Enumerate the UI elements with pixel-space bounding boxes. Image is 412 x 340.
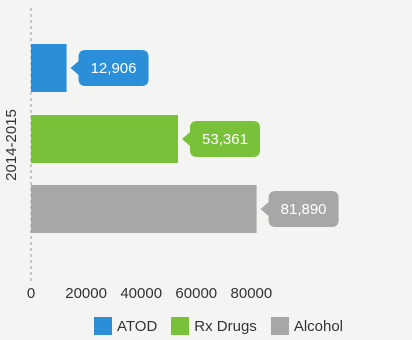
legend-item-alcohol[interactable]: Alcohol [270,317,344,335]
legend-item-rx-drugs[interactable]: Rx Drugs [171,317,257,335]
data-label-text-rx-drugs: 53,361 [202,131,248,148]
data-label-rx-drugs: 53,361 [182,121,260,157]
legend-swatch-atod [94,317,112,335]
x-tick-label: 80000 [231,285,273,302]
data-label-text-alcohol: 81,890 [281,201,327,218]
data-label-atod: 12,906 [70,50,149,86]
data-label-alcohol: 81,890 [260,191,339,227]
x-tick-label: 40000 [120,285,162,302]
bar-atod[interactable] [31,44,67,92]
legend-swatch-rx-drugs [171,317,190,335]
legend-swatch-alcohol [270,317,289,335]
legend-label-alcohol: Alcohol [293,317,344,335]
data-label-text-atod: 12,906 [91,60,137,77]
x-tick-label: 60000 [175,285,217,302]
bar-alcohol[interactable] [31,185,257,233]
legend: ATOD Rx Drugs Alcohol [94,317,343,335]
legend-label-rx-drugs: Rx Drugs [194,317,257,335]
category-label: 2014-2015 [3,109,20,181]
x-tick-label: 0 [27,285,35,302]
legend-item-atod[interactable]: ATOD [94,317,157,335]
bars-group: 12,906 53,361 81,890 [31,44,339,233]
bar-rx-drugs[interactable] [31,115,178,163]
x-tick-label: 20000 [65,285,107,302]
x-axis-ticks: 0 20000 40000 60000 80000 [27,285,272,302]
legend-label-atod: ATOD [117,317,158,335]
